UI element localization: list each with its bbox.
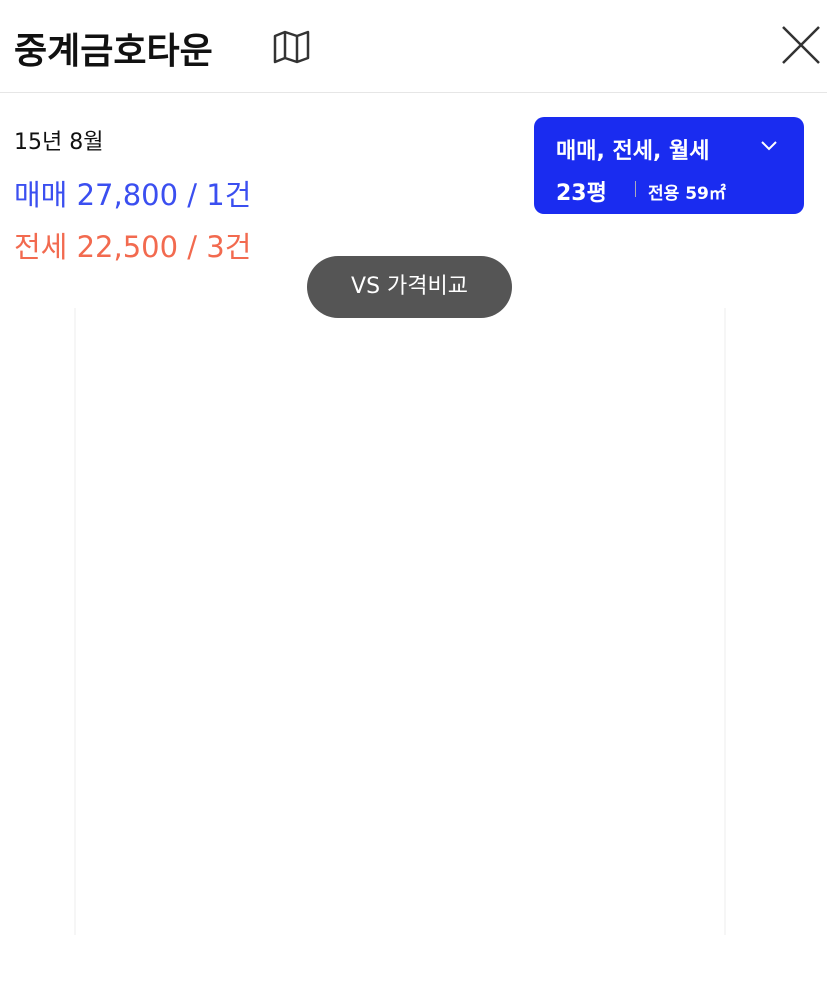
filter-size: 23평 <box>556 181 607 206</box>
info-sale: 매매 27,800 / 1건 <box>14 178 252 212</box>
divider <box>635 181 636 197</box>
chart <box>74 308 726 935</box>
filter-button[interactable]: 매매, 전세, 월세 23평 전용 59㎡ <box>534 117 804 214</box>
filter-types: 매매, 전세, 월세 <box>556 139 710 164</box>
close-button[interactable] <box>780 24 822 66</box>
map-icon[interactable] <box>272 30 312 64</box>
info-jeonse: 전세 22,500 / 3건 <box>14 230 252 264</box>
dropdown-arrow <box>761 141 777 151</box>
header: 중계금호타운 <box>0 0 827 93</box>
title: 중계금호타운 <box>14 31 213 72</box>
info-date: 15년 8월 <box>14 130 104 155</box>
compare-button[interactable]: VS 가격비교 <box>307 256 512 318</box>
filter-area: 전용 59㎡ <box>648 184 726 204</box>
